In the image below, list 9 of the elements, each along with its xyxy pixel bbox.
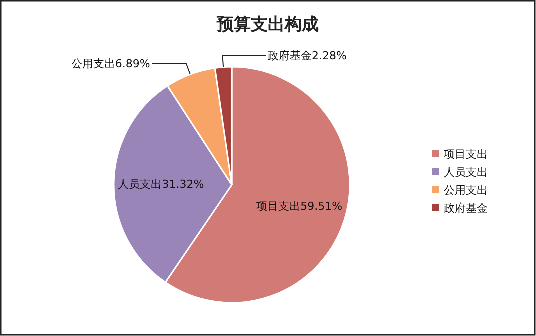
legend-label: 政府基金 (444, 202, 488, 215)
category-label: 项目支出59.51% (256, 200, 343, 213)
category-label: 人员支出31.32% (118, 178, 204, 192)
category-label: 公用支出6.89% (71, 58, 150, 71)
category-label: 政府基金2.28% (268, 50, 347, 63)
chart-title: 预算支出构成 (216, 15, 319, 35)
legend-label: 人员支出 (444, 166, 488, 179)
legend-label: 公用支出 (444, 184, 488, 197)
legend-label: 项目支出 (444, 148, 488, 161)
